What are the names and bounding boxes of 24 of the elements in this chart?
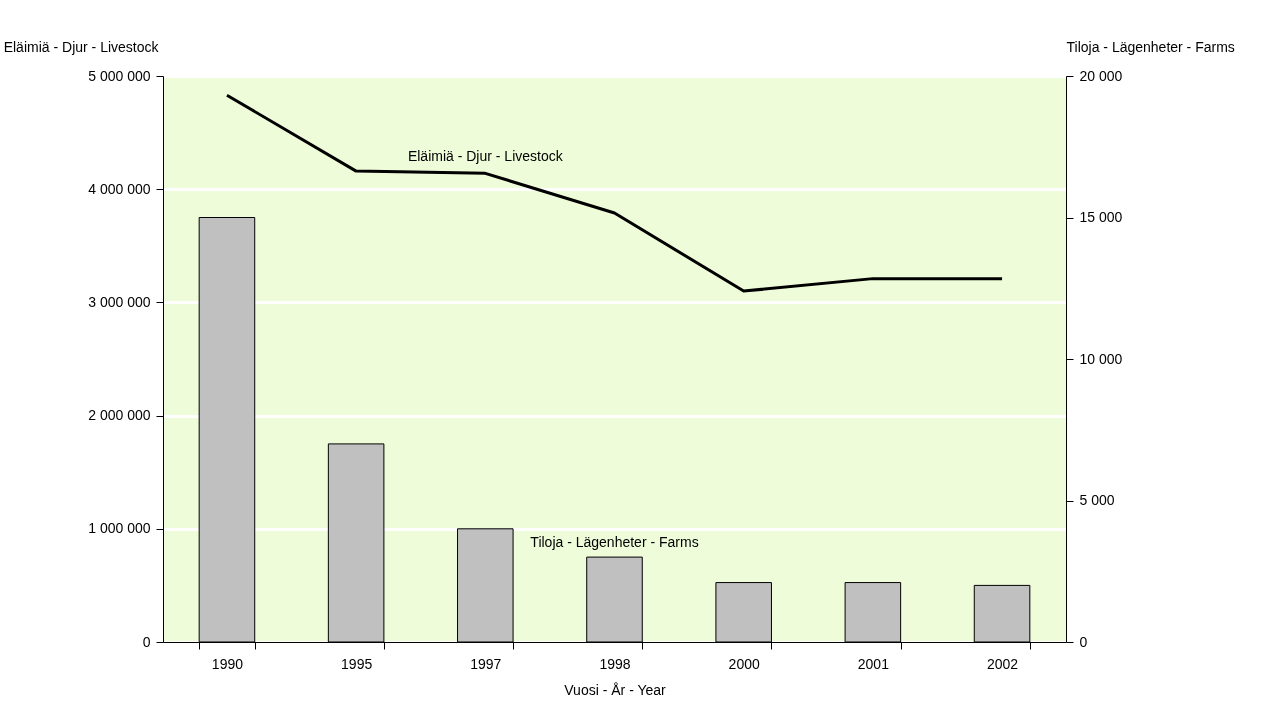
x-tick-label: 2000	[728, 655, 760, 672]
y2-tick-label: 0	[1079, 633, 1088, 650]
y2-tick-label: 20 000	[1079, 67, 1123, 84]
x-tick-label: 2001	[857, 655, 890, 672]
y-tick-label: 3 000 000	[88, 293, 151, 310]
y2-tick-label: 10 000	[1079, 350, 1123, 367]
x-axis-title: Vuosi - År - Year	[564, 681, 667, 698]
series-label: Tiloja - Lägenheter - Farms	[530, 534, 699, 551]
y-axis-title: Eläimiä - Djur - Livestock	[3, 38, 160, 55]
y-tick-label: 4 000 000	[88, 180, 151, 197]
series-label: Eläimiä - Djur - Livestock	[407, 148, 564, 165]
x-tick-label: 2002	[986, 655, 1019, 672]
x-tick-label: 1990	[211, 655, 244, 672]
y-tick-label: 2 000 000	[88, 407, 151, 424]
y-tick-label: 0	[142, 633, 151, 650]
y-tick-label: 5 000 000	[88, 67, 151, 84]
y2-axis-title: Tiloja - Lägenheter - Farms	[1066, 38, 1235, 55]
y2-tick-label: 15 000	[1079, 209, 1123, 225]
line-series	[225, 93, 1004, 293]
x-tick-label: 1995	[341, 655, 373, 672]
y2-tick-label: 5 000	[1079, 492, 1115, 508]
x-tick-label: 1998	[599, 655, 631, 672]
x-tick-label: 1997	[470, 655, 502, 672]
y-tick-label: 1 000 000	[88, 520, 151, 537]
